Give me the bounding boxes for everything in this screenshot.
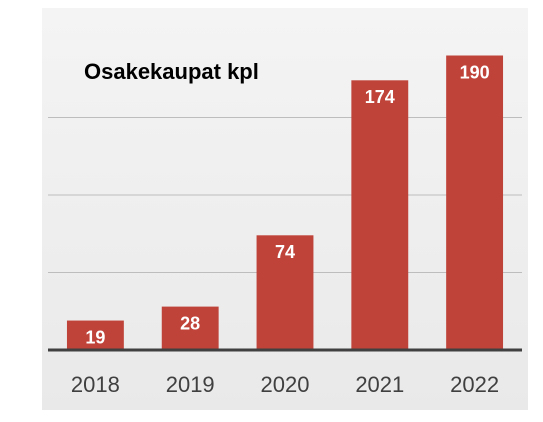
- data-label: 19: [85, 327, 105, 347]
- data-label: 174: [365, 87, 395, 107]
- bar: [256, 235, 314, 350]
- x-tick-label: 2019: [166, 372, 215, 397]
- x-tick-label: 2018: [71, 372, 120, 397]
- x-tick-label: 2020: [261, 372, 310, 397]
- bar: [161, 306, 219, 350]
- data-label: 74: [275, 242, 295, 262]
- bar: [446, 55, 504, 350]
- x-tick-label: 2022: [450, 372, 499, 397]
- data-label: 190: [460, 62, 490, 82]
- data-label: 28: [180, 313, 200, 333]
- bar: [66, 320, 124, 350]
- chart-title: Osakekaupat kpl: [84, 59, 259, 84]
- x-tick-label: 2021: [355, 372, 404, 397]
- bar: [351, 80, 409, 351]
